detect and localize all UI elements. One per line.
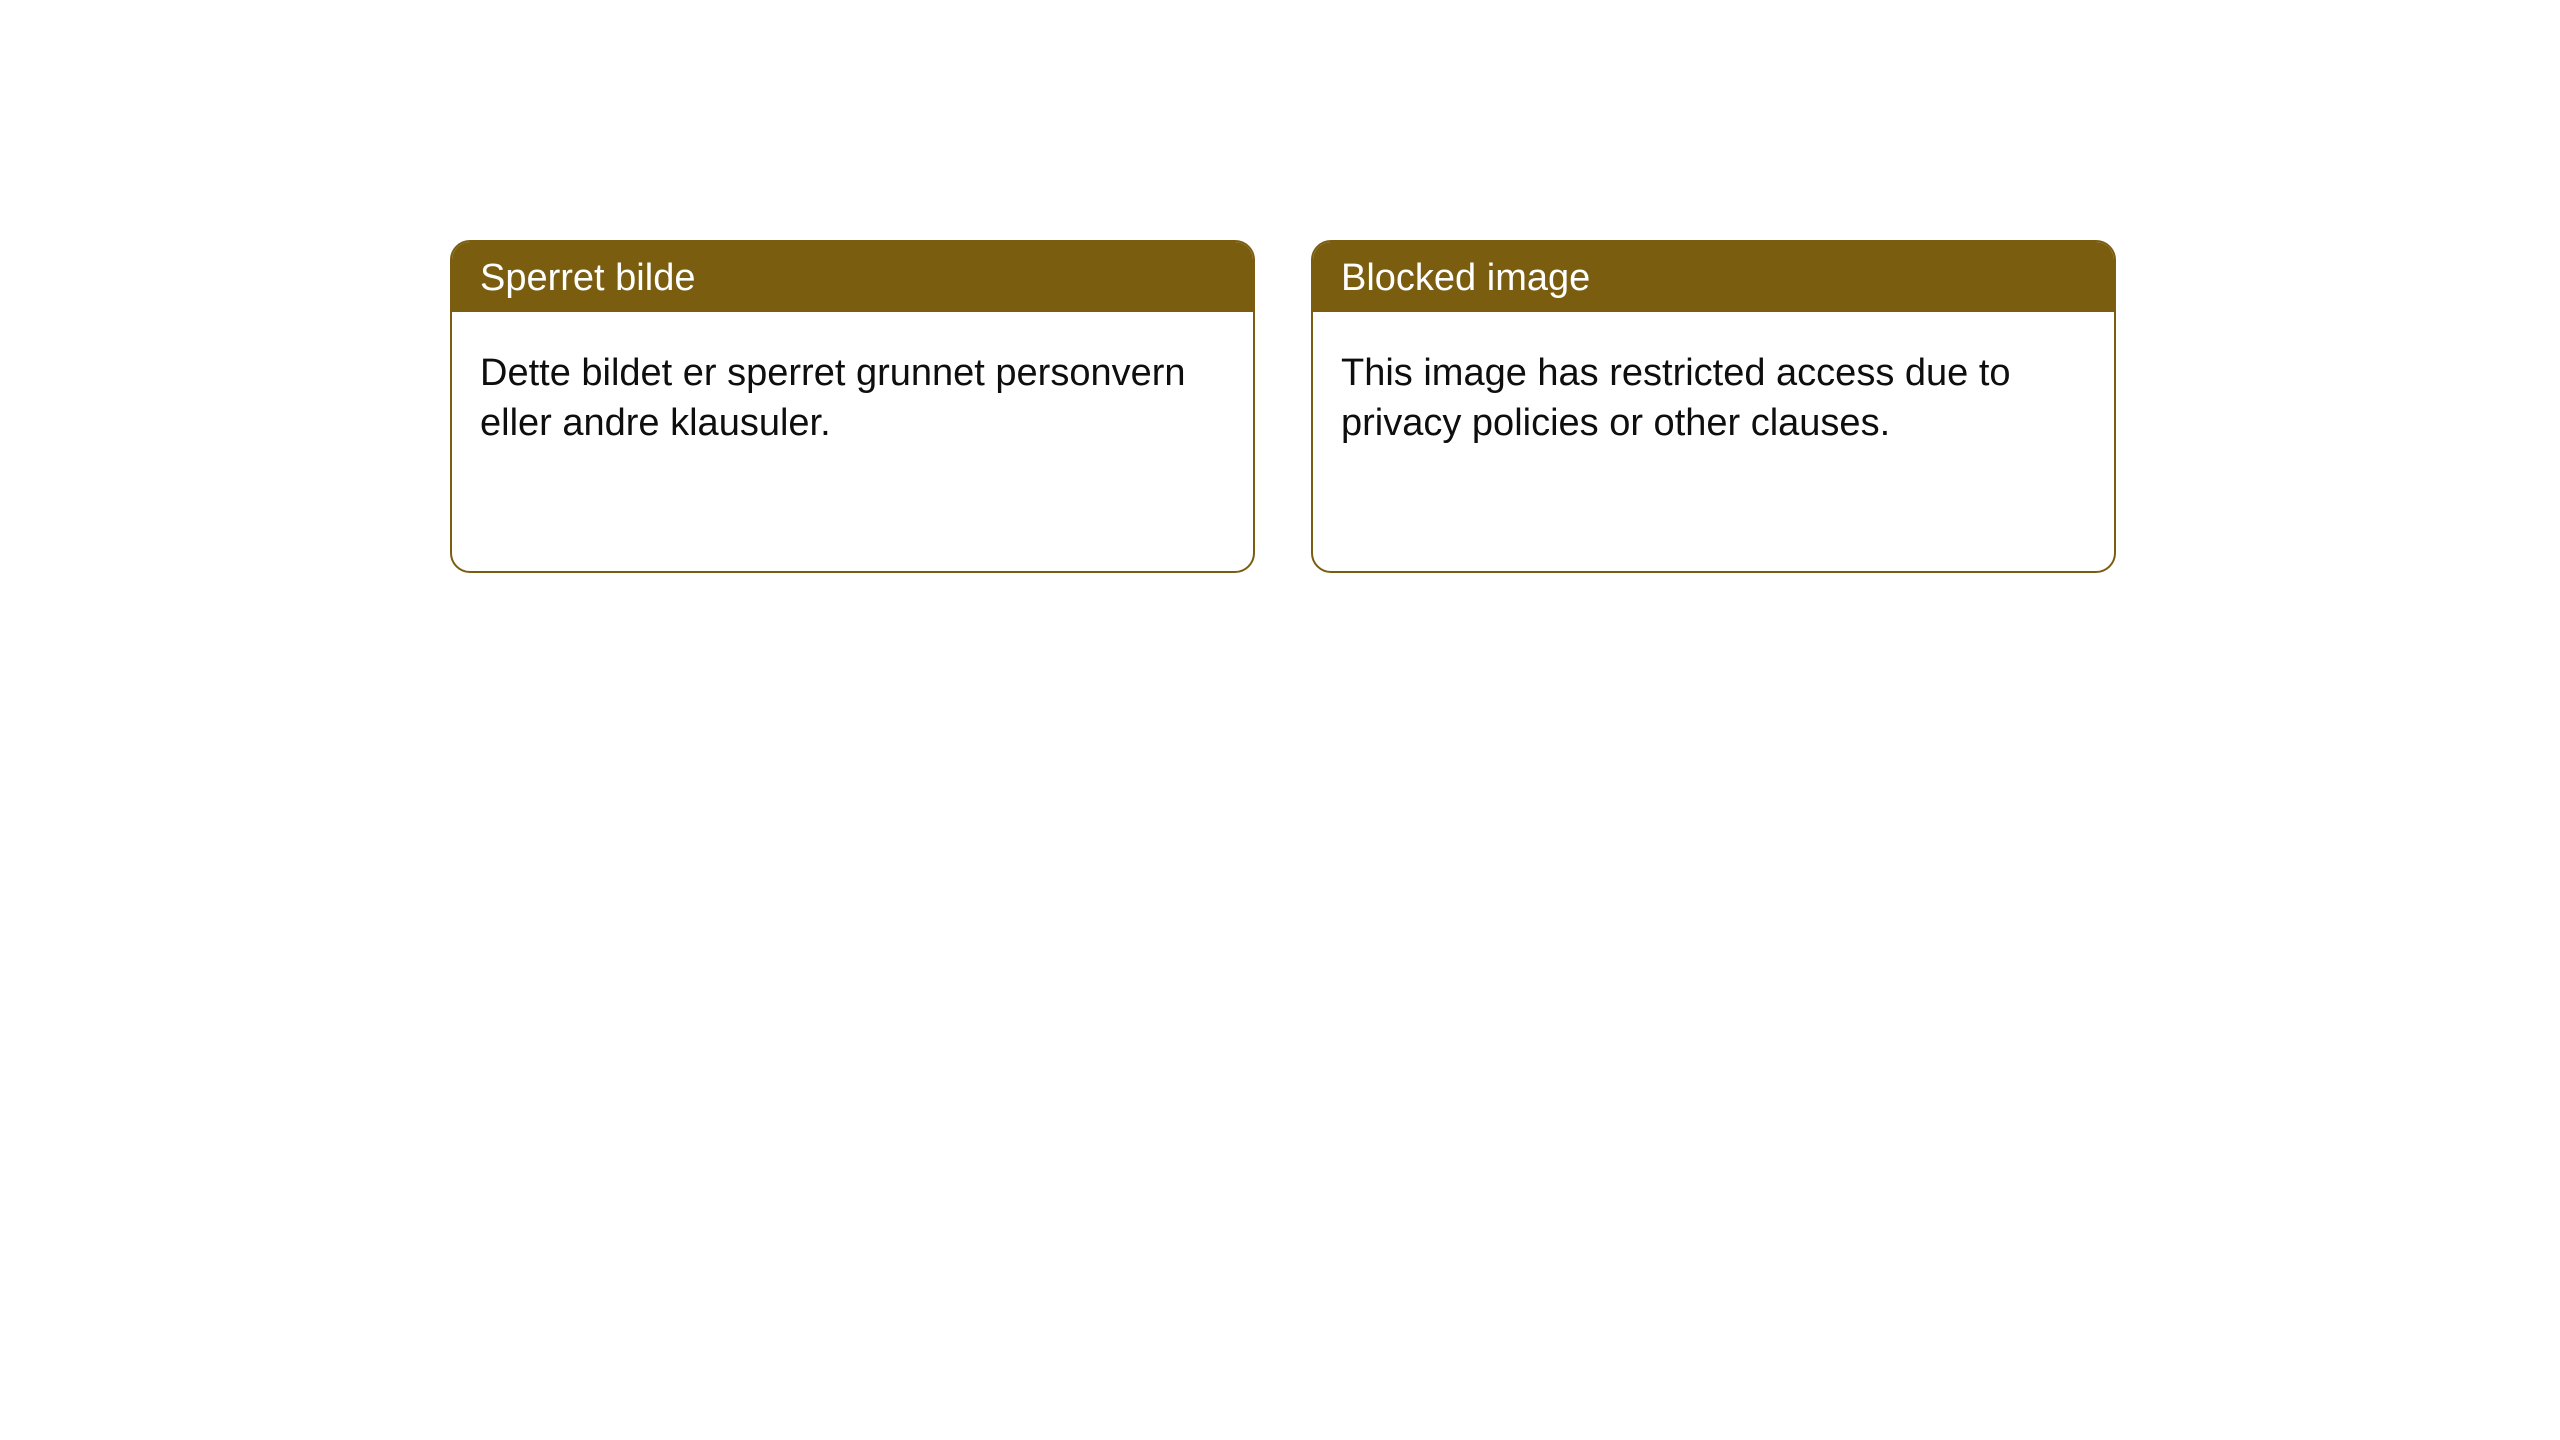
notice-header: Sperret bilde <box>452 242 1253 312</box>
notice-card-english: Blocked image This image has restricted … <box>1311 240 2116 573</box>
notice-body: Dette bildet er sperret grunnet personve… <box>452 312 1253 484</box>
notice-body: This image has restricted access due to … <box>1313 312 2114 484</box>
notice-container: Sperret bilde Dette bildet er sperret gr… <box>0 0 2560 573</box>
notice-card-norwegian: Sperret bilde Dette bildet er sperret gr… <box>450 240 1255 573</box>
notice-header: Blocked image <box>1313 242 2114 312</box>
